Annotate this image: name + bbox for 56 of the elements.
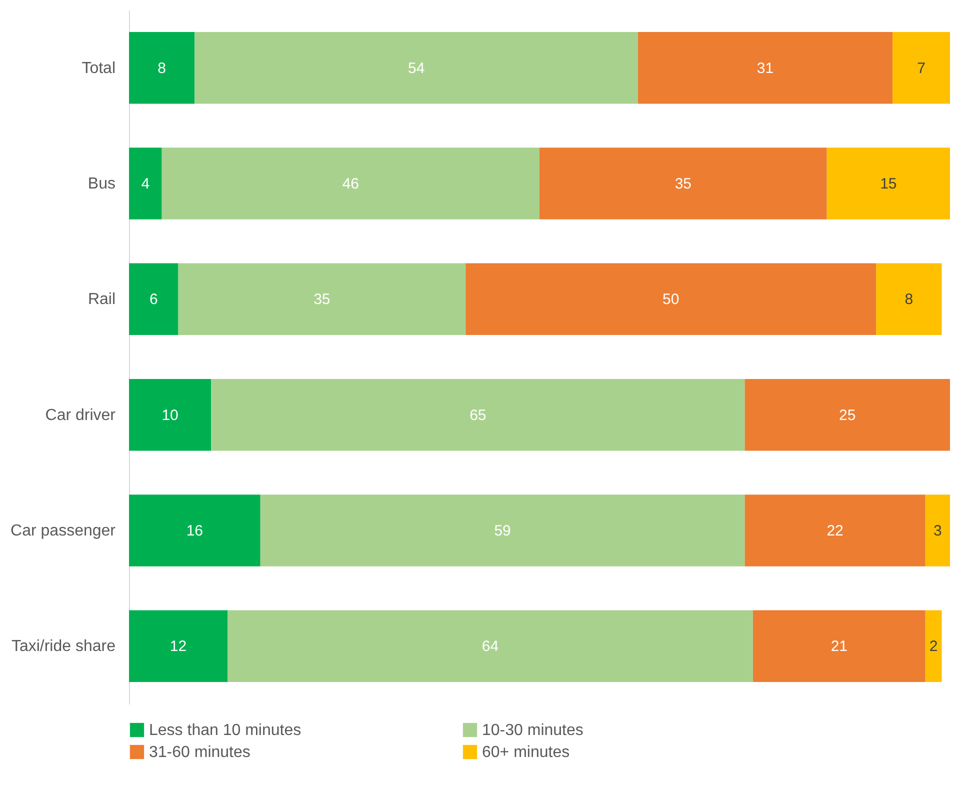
data-label: 25: [839, 406, 856, 424]
bar: [211, 378, 745, 451]
bar: [892, 32, 950, 104]
y-tick-label: Car driver: [45, 406, 116, 424]
data-label: 10: [162, 406, 178, 424]
y-tick-label: Car passenger: [10, 522, 116, 540]
data-label: 21: [830, 638, 848, 656]
data-label: 12: [170, 638, 187, 656]
data-label: 16: [186, 522, 204, 540]
data-label: 6: [149, 291, 158, 308]
data-label: 8: [904, 291, 914, 308]
data-label: 65: [470, 406, 486, 424]
bar: [260, 494, 745, 566]
data-label: 54: [408, 60, 425, 77]
bar: [466, 263, 876, 336]
data-label: 3: [934, 522, 942, 540]
bar: [129, 494, 260, 566]
bar: [638, 32, 893, 104]
y-tick-label: Rail: [88, 291, 116, 308]
data-label: 35: [314, 291, 330, 308]
data-label: 15: [880, 176, 897, 192]
data-label: 50: [662, 291, 680, 308]
bar: [826, 148, 950, 220]
legend-label: 10-30 minutes: [482, 722, 584, 739]
bar: [129, 148, 162, 220]
legend-label: 60+ minutes: [482, 744, 570, 761]
bar: [540, 148, 827, 220]
bar: [752, 610, 926, 682]
bar: [925, 494, 950, 566]
data-label: 46: [342, 176, 360, 192]
legend-label: 31-60 minutes: [149, 744, 250, 761]
bar: [162, 148, 540, 220]
bar: [925, 610, 942, 682]
data-label: 7: [917, 60, 926, 77]
y-tick-label: Total: [82, 60, 116, 77]
y-tick-label: Taxi/ride share: [11, 638, 116, 656]
data-label: 8: [158, 60, 166, 77]
bar: [129, 610, 228, 682]
data-label: 4: [141, 176, 150, 192]
data-label: 64: [482, 638, 499, 656]
bar: [129, 263, 178, 336]
bar: [744, 494, 926, 566]
bar: [194, 32, 638, 104]
y-tick-label: Bus: [88, 176, 116, 192]
bar: [744, 378, 950, 451]
data-label: 22: [826, 522, 844, 540]
data-label: 35: [674, 176, 692, 192]
bar: [178, 263, 466, 336]
bar: [129, 378, 212, 451]
bar: [129, 32, 195, 104]
data-label: 31: [756, 60, 774, 77]
legend-label: Less than 10 minutes: [149, 722, 302, 739]
bar: [876, 263, 942, 336]
data-label: 59: [494, 522, 511, 540]
data-label: 2: [929, 638, 938, 656]
bar: [228, 610, 753, 682]
